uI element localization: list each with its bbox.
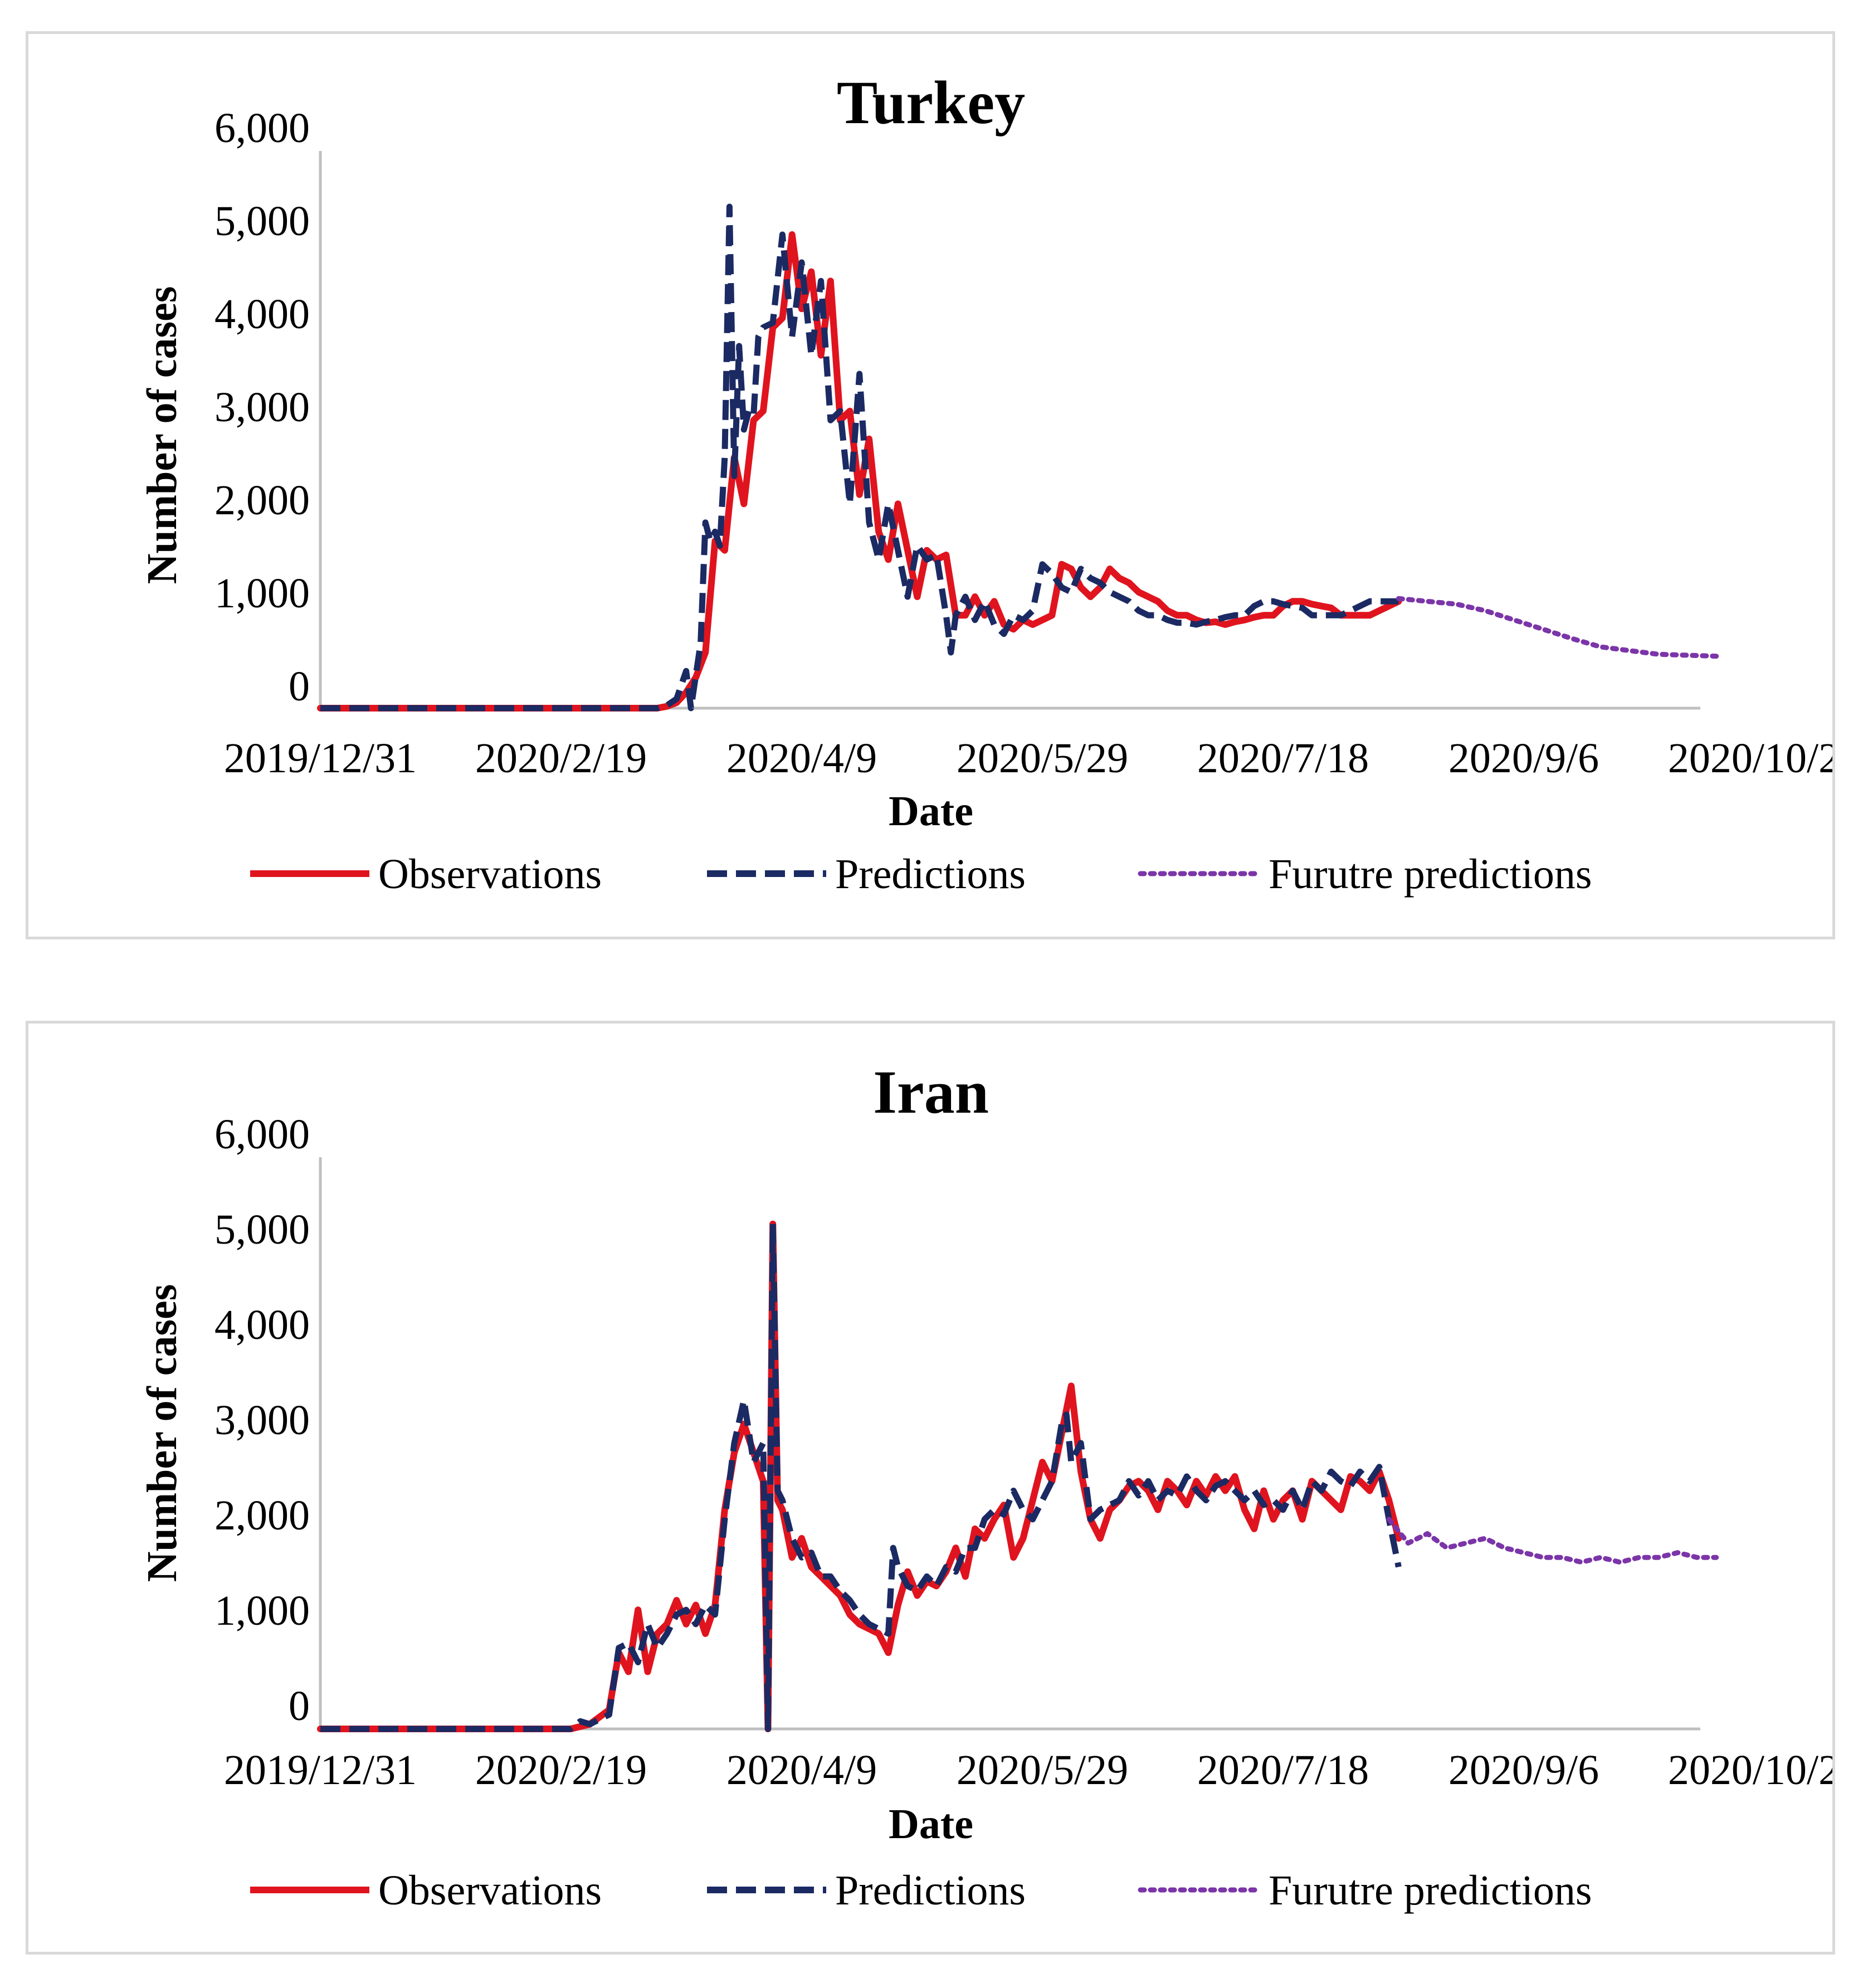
y-tick-label: 5,000 [214, 1206, 310, 1253]
observations-line [317, 1220, 1402, 1732]
plot-area [317, 203, 1719, 712]
y-tick-label: 3,000 [214, 1397, 310, 1444]
predictions-line [320, 203, 1399, 712]
legend-future-label: Furutre predictions [1269, 851, 1592, 898]
future-predictions-line [1386, 1517, 1719, 1565]
legend: Observations Predictions Furutre predict… [250, 1867, 1592, 1914]
y-axis-ticks: 0 1,000 2,000 3,000 4,000 5,000 6,000 [214, 1111, 310, 1729]
iran-chart-panel: Iran 0 1,000 2,000 3,000 4,000 5,000 6,0… [26, 1021, 1835, 1955]
y-tick-label: 3,000 [214, 384, 310, 431]
y-tick-label: 2,000 [214, 1492, 310, 1539]
predictions-line [320, 1221, 1402, 1732]
legend: Observations Predictions Furutre predict… [250, 851, 1592, 898]
x-axis-ticks: 2019/12/31 2020/2/19 2020/4/9 2020/5/29 … [224, 1747, 1832, 1794]
legend-observations-label: Observations [378, 851, 602, 898]
future-predictions-line [1396, 596, 1719, 659]
y-tick-label: 4,000 [214, 1302, 310, 1348]
y-tick-label: 4,000 [214, 291, 310, 338]
x-tick-label: 2020/2/19 [475, 735, 647, 782]
chart-title: Turkey [837, 69, 1025, 137]
turkey-chart: Turkey 0 1,000 2,000 3,000 4,000 5,000 6… [139, 69, 1832, 898]
y-tick-label: 0 [289, 663, 310, 710]
iran-chart: Iran 0 1,000 2,000 3,000 4,000 5,000 6,0… [139, 1058, 1832, 1914]
x-tick-label: 2020/9/6 [1449, 1747, 1599, 1794]
y-axis-label: Number of cases [139, 1284, 186, 1582]
x-tick-label: 2019/12/31 [224, 1747, 417, 1794]
x-tick-label: 2020/5/29 [957, 1747, 1128, 1794]
legend-observations-label: Observations [378, 1867, 602, 1914]
y-tick-label: 5,000 [214, 198, 310, 245]
observations-line [317, 231, 1402, 712]
legend-predictions-label: Predictions [835, 1867, 1026, 1914]
plot-area [317, 1220, 1719, 1732]
y-tick-label: 6,000 [214, 105, 310, 152]
y-tick-label: 6,000 [214, 1111, 310, 1158]
y-tick-label: 1,000 [214, 570, 310, 617]
turkey-chart-panel: Turkey 0 1,000 2,000 3,000 4,000 5,000 6… [26, 31, 1835, 939]
y-tick-label: 0 [289, 1683, 310, 1729]
x-tick-label: 2020/9/6 [1449, 735, 1599, 782]
x-axis-ticks: 2019/12/31 2020/2/19 2020/4/9 2020/5/29 … [224, 735, 1832, 782]
x-tick-label: 2019/12/31 [224, 735, 417, 782]
x-tick-label: 2020/7/18 [1197, 735, 1369, 782]
y-axis-ticks: 0 1,000 2,000 3,000 4,000 5,000 6,000 [214, 105, 310, 710]
x-axis-label: Date [889, 788, 973, 835]
legend-future-label: Furutre predictions [1269, 1867, 1592, 1914]
y-axis-label: Number of cases [139, 286, 186, 584]
x-tick-label: 2020/4/9 [726, 1747, 877, 1794]
x-tick-label: 2020/5/29 [957, 735, 1128, 782]
y-tick-label: 1,000 [214, 1587, 310, 1634]
y-tick-label: 2,000 [214, 477, 310, 524]
x-axis-label: Date [889, 1801, 973, 1848]
x-tick-label: 2020/10/26 [1668, 735, 1832, 782]
x-tick-label: 2020/7/18 [1197, 1747, 1369, 1794]
x-tick-label: 2020/4/9 [726, 735, 877, 782]
x-tick-label: 2020/2/19 [475, 1747, 647, 1794]
chart-title: Iran [873, 1058, 989, 1126]
legend-predictions-label: Predictions [835, 851, 1026, 898]
x-tick-label: 2020/10/26 [1668, 1747, 1832, 1794]
